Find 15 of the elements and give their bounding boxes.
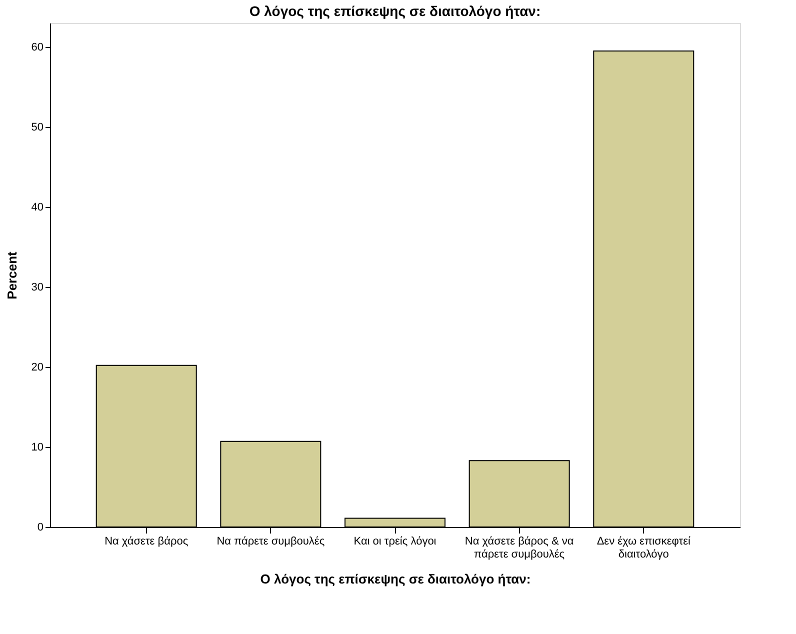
x-tick-label: Και οι τρείς λόγοι xyxy=(354,536,437,548)
y-tick-label: 50 xyxy=(31,122,44,134)
x-tick-label: Να πάρετε συμβουλές xyxy=(216,536,325,548)
y-tick-label: 0 xyxy=(37,522,44,534)
y-tick-label: 20 xyxy=(31,362,44,374)
x-tick-label: Να χάσετε βάρος xyxy=(104,536,188,548)
y-tick-label: 60 xyxy=(31,42,44,54)
y-axis-title: Percent xyxy=(4,250,20,300)
y-tick-label: 10 xyxy=(31,442,44,454)
y-tick-label: 30 xyxy=(31,282,44,294)
x-axis-title: Ο λόγος της επίσκεψης σε διαιτολόγο ήταν: xyxy=(260,572,531,586)
x-tick-label: Δεν έχω επισκεφτεί διαιτολόγο xyxy=(596,536,692,560)
x-tick-label: Να χάσετε βάρος & να πάρετε συμβουλές xyxy=(464,536,574,560)
chart-title: Ο λόγος της επίσκεψης σε διαιτολόγο ήταν: xyxy=(249,3,541,19)
y-tick-label: 40 xyxy=(31,202,44,214)
